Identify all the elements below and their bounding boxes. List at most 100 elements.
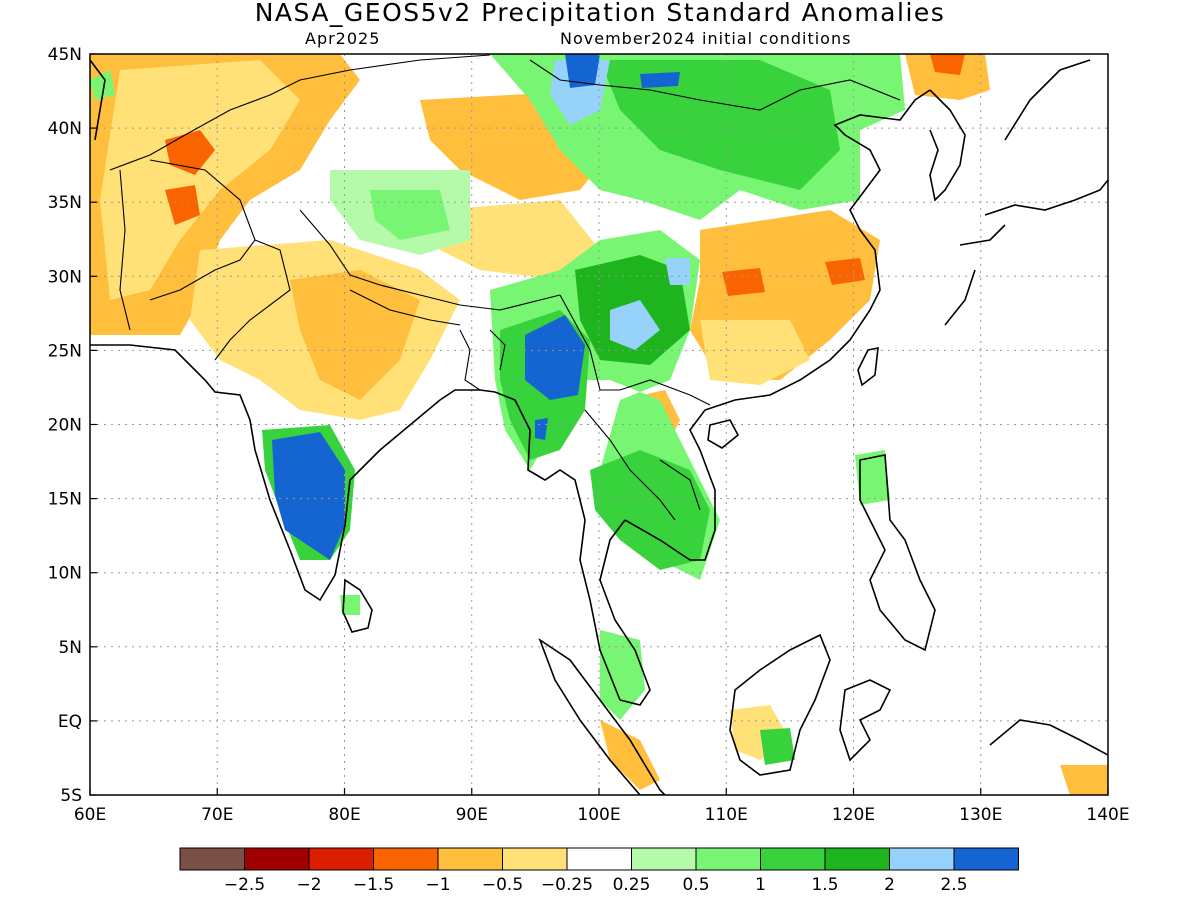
strong-dry-west-2 (165, 185, 200, 225)
wet-region-borneo (760, 728, 795, 765)
colorbar-swatch (631, 847, 697, 871)
lat-tick-label: 25N (48, 341, 82, 361)
colorbar-label: 1.5 (811, 875, 838, 895)
border-nepal (349, 289, 461, 326)
coast-taiwan (857, 347, 879, 387)
border-himalaya (299, 209, 561, 311)
colorbar-label: −2 (296, 875, 321, 895)
dry-region-se-china-inner (700, 320, 810, 385)
lat-tick-label: 45N (48, 45, 82, 65)
colorbar-label: 1 (755, 875, 766, 895)
extreme-wet-south-india (272, 432, 345, 560)
coast-malay-peninsula (599, 519, 651, 706)
extreme-wet-myanmar (525, 315, 585, 400)
dry-region-sumatra (600, 720, 660, 790)
colorbar: −2.5 −2 −1.5 −1 −0.5 −0.25 0.25 0.5 1 1.5 2 2.5 (179, 847, 1019, 895)
lat-tick-label: EQ (58, 712, 82, 732)
strong-dry-east-china (825, 258, 865, 285)
strong-dry-japan-north (930, 54, 965, 75)
map-grid (90, 54, 1108, 795)
colorbar-label: −2.5 (224, 875, 265, 895)
coast-caspian-aral (90, 59, 106, 141)
coast-myanmar (494, 391, 621, 701)
valid-month-label: Apr2025 (305, 29, 381, 48)
border-china-myanmar (559, 294, 711, 406)
coast-indochina (624, 89, 931, 561)
coast-korea (929, 89, 966, 202)
colorbar-swatch (760, 847, 826, 871)
colorbar-swatch (437, 847, 503, 871)
colorbar-swatch (373, 847, 439, 871)
dry-region-india-north-core (290, 270, 420, 400)
strong-dry-west (165, 130, 215, 175)
coast-hainan (707, 419, 740, 449)
strong-dry-se-china (722, 268, 765, 296)
wet-region-indochina (590, 450, 710, 570)
lat-tick-label: 10N (48, 564, 82, 584)
lat-tick-label: 20N (48, 416, 82, 436)
coast-japan (944, 59, 1108, 326)
lon-tick-label: 120E (832, 805, 875, 825)
colorbar-label: 2.5 (940, 875, 967, 895)
colorbar-swatch (502, 847, 568, 871)
colorbar-label: −1.5 (353, 875, 394, 895)
dry-region-west-inner (100, 60, 300, 300)
lon-tick-label: 140E (1086, 805, 1129, 825)
coastlines (90, 59, 1108, 795)
very-wet-sichuan (665, 258, 690, 285)
lon-tick-label: 70E (201, 805, 233, 825)
wet-region-philippines (855, 450, 890, 505)
colorbar-swatch (179, 847, 245, 871)
anomaly-field (90, 54, 1108, 795)
init-conditions-label: November2024 initial conditions (560, 29, 852, 48)
dry-region-korea-japan (905, 54, 990, 100)
border-china-mongolia (349, 54, 901, 111)
longitude-axis: 60E 70E 80E 90E 100E 110E 120E 130E 140E (74, 788, 1130, 825)
chart-title: NASA_GEOS5v2 Precipitation Standard Anom… (254, 0, 946, 27)
lat-tick-label: 15N (48, 490, 82, 510)
coast-new-guinea (989, 719, 1108, 756)
border-india-pakistan (214, 239, 291, 361)
country-borders (109, 54, 901, 521)
wet-region-tibet-west-core (370, 190, 450, 240)
colorbar-swatch (824, 847, 890, 871)
wet-region-nw-corner (90, 70, 115, 100)
coast-india (90, 344, 496, 602)
lon-tick-label: 100E (577, 805, 620, 825)
colorbar-label: −0.25 (541, 875, 593, 895)
border-afghanistan (149, 159, 256, 301)
coast-sumatra (538, 637, 667, 795)
latitude-axis: 45N 40N 35N 30N 25N 20N 15N 10N 5N EQ 5S (48, 45, 97, 806)
colorbar-label: −0.5 (482, 875, 523, 895)
colorbar-label: 2 (884, 875, 895, 895)
colorbar-label: 0.5 (682, 875, 709, 895)
border-iran-pakistan (119, 169, 131, 331)
colorbar-label: −1 (425, 875, 450, 895)
extreme-wet-myanmar-south (535, 418, 548, 440)
colorbar-swatch (308, 847, 374, 871)
lon-tick-label: 80E (328, 805, 360, 825)
dry-region-tibet-south (440, 200, 600, 280)
lat-tick-label: 30N (48, 267, 82, 287)
wet-region-malaysia (600, 630, 645, 720)
colorbar-swatch (889, 847, 955, 871)
border-bangladesh (459, 329, 506, 391)
border-central-asia (109, 69, 351, 171)
colorbar-swatch (566, 847, 632, 871)
lat-tick-label: 5N (58, 638, 82, 658)
coast-sulawesi (839, 679, 892, 762)
lon-tick-label: 130E (959, 805, 1002, 825)
lat-tick-label: 35N (48, 193, 82, 213)
colorbar-label: 0.25 (613, 875, 651, 895)
lon-tick-label: 110E (705, 805, 748, 825)
colorbar-swatch (244, 847, 310, 871)
coast-borneo (729, 633, 831, 776)
coast-philippines (859, 454, 936, 652)
lon-tick-label: 60E (74, 805, 106, 825)
colorbar-swatch (953, 847, 1019, 871)
colorbar-swatch (695, 847, 761, 871)
extreme-wet-mongolia (565, 54, 600, 88)
lon-tick-label: 90E (456, 805, 488, 825)
coast-sri-lanka (342, 578, 373, 633)
